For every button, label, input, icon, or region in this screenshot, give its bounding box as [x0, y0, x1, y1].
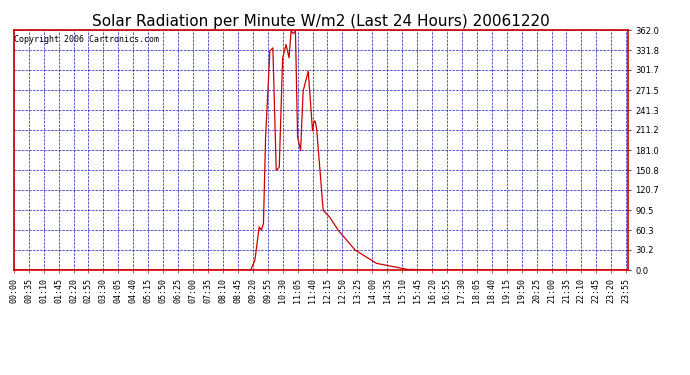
Text: Copyright 2006 Cartronics.com: Copyright 2006 Cartronics.com [14, 35, 159, 44]
Title: Solar Radiation per Minute W/m2 (Last 24 Hours) 20061220: Solar Radiation per Minute W/m2 (Last 24… [92, 14, 550, 29]
